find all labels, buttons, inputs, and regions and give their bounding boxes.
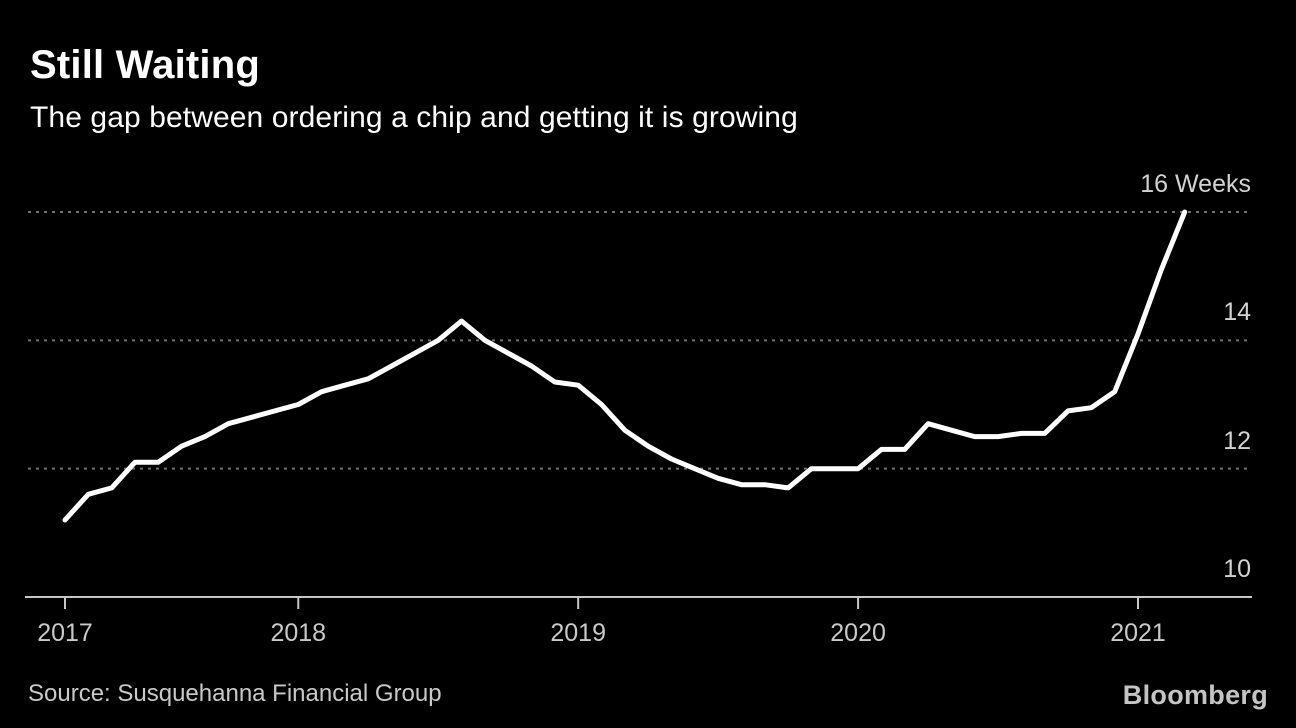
y-axis-label-10: 10: [1223, 555, 1251, 583]
x-axis-label-2019: 2019: [550, 619, 606, 647]
x-axis-label-2021: 2021: [1110, 619, 1166, 647]
x-axis-label-2018: 2018: [270, 619, 327, 647]
x-axis-label-2017: 2017: [37, 619, 93, 647]
source-note: Source: Susquehanna Financial Group: [28, 680, 442, 707]
y-axis-label-12: 12: [1223, 426, 1251, 455]
bloomberg-logo: Bloomberg: [1122, 680, 1268, 710]
x-axis-label-2020: 2020: [830, 619, 886, 647]
chart-title: Still Waiting: [30, 43, 260, 87]
chart-subtitle: The gap between ordering a chip and gett…: [30, 101, 798, 134]
y-axis-label-16: 16 Weeks: [1140, 169, 1251, 198]
lead-time-line: [62, 209, 1188, 523]
y-axis-label-14: 14: [1223, 298, 1251, 327]
